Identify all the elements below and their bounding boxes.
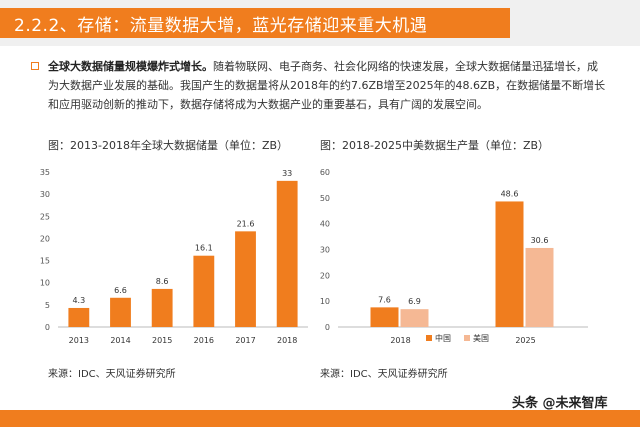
slide-title-bar: 2.2.2、存储：流量数据大增，蓝光存储迎来重大机遇 bbox=[0, 8, 510, 38]
slide-title: 2.2.2、存储：流量数据大增，蓝光存储迎来重大机遇 bbox=[14, 15, 428, 36]
y-tick-label: 20 bbox=[320, 271, 330, 280]
value-label-2017: 21.6 bbox=[237, 219, 255, 228]
value-label-2016: 16.1 bbox=[195, 244, 213, 253]
y-tick-label: 20 bbox=[40, 234, 50, 243]
value-label-2013: 4.3 bbox=[72, 296, 85, 305]
bar-中国-2025 bbox=[495, 201, 524, 327]
value-label-中国-2025: 48.6 bbox=[501, 189, 519, 198]
x-tick-label-2017: 2017 bbox=[235, 336, 255, 345]
value-label-中国-2018: 7.6 bbox=[378, 295, 391, 304]
right-chart-source: 来源：IDC、天风证券研究所 bbox=[320, 369, 448, 380]
intro-bold: 全球大数据储量规模爆炸式增长。 bbox=[48, 60, 213, 73]
x-tick-label-2014: 2014 bbox=[110, 336, 130, 345]
y-tick-label: 30 bbox=[40, 190, 50, 199]
watermark-text: 头条 @未来智库 bbox=[512, 396, 608, 411]
bar-美国-2025 bbox=[525, 247, 554, 327]
y-tick-label: 25 bbox=[40, 212, 50, 221]
x-tick-label-2018: 2018 bbox=[277, 336, 297, 345]
x-tick-label-2015: 2015 bbox=[152, 336, 172, 345]
y-tick-label: 60 bbox=[320, 168, 330, 177]
value-label-2014: 6.6 bbox=[114, 286, 127, 295]
footer-bar bbox=[0, 410, 640, 427]
legend-swatch-美国 bbox=[464, 335, 470, 341]
y-tick-label: 10 bbox=[320, 297, 330, 306]
intro-text: 随着物联网、电子商务、社会化网络的快速发展，全球大数据储量迅猛增长，成为大数据产… bbox=[48, 60, 606, 111]
left-bar-chart: 0 5 10 15 20 25 30 35 4.3 2013 6.6 2014 8.6 2015 16.1 2… bbox=[40, 168, 308, 345]
square-bullet-icon bbox=[31, 62, 39, 70]
left-chart-title: 图：2013-2018年全球大数据储量（单位：ZB） bbox=[48, 139, 289, 152]
right-bar-chart: 0 10 20 30 40 50 60 7.6 6.9 2018 48.6 30.6 2025 中国 美国 bbox=[320, 168, 588, 345]
bar-中国-2018 bbox=[370, 307, 399, 327]
right-chart-title: 图：2018-2025中美数据生产量（单位：ZB） bbox=[320, 139, 550, 152]
intro-paragraph: 全球大数据储量规模爆炸式增长。随着物联网、电子商务、社会化网络的快速发展，全球大… bbox=[48, 57, 608, 114]
value-label-2018: 33 bbox=[282, 169, 292, 178]
bar-2013 bbox=[68, 307, 90, 327]
x-tick-label-2025: 2025 bbox=[515, 336, 535, 345]
x-tick-label-2018: 2018 bbox=[390, 336, 410, 345]
y-tick-label: 0 bbox=[45, 323, 50, 332]
y-tick-label: 30 bbox=[320, 246, 330, 255]
x-tick-label-2016: 2016 bbox=[194, 336, 214, 345]
legend-label-中国: 中国 bbox=[435, 333, 451, 343]
y-tick-label: 10 bbox=[40, 279, 50, 288]
legend-swatch-中国 bbox=[426, 335, 432, 341]
bar-2014 bbox=[110, 297, 131, 327]
left-chart-source: 来源：IDC、天风证券研究所 bbox=[48, 369, 176, 380]
y-tick-label: 35 bbox=[40, 168, 50, 177]
bar-2017 bbox=[235, 231, 256, 327]
value-label-2015: 8.6 bbox=[156, 277, 169, 286]
y-tick-label: 15 bbox=[40, 257, 50, 266]
legend-label-美国: 美国 bbox=[473, 333, 489, 343]
header-band: 2.2.2、存储：流量数据大增，蓝光存储迎来重大机遇 bbox=[0, 0, 640, 46]
bar-美国-2018 bbox=[400, 309, 429, 327]
bar-2016 bbox=[193, 255, 215, 327]
x-tick-label-2013: 2013 bbox=[69, 336, 89, 345]
value-label-美国-2018: 6.9 bbox=[408, 297, 421, 306]
y-tick-label: 50 bbox=[320, 194, 330, 203]
y-tick-label: 40 bbox=[320, 220, 330, 229]
y-tick-label: 5 bbox=[45, 301, 50, 310]
bar-2015 bbox=[151, 288, 173, 327]
y-tick-label: 0 bbox=[325, 323, 330, 332]
value-label-美国-2025: 30.6 bbox=[531, 236, 549, 245]
bar-2018 bbox=[276, 180, 298, 327]
